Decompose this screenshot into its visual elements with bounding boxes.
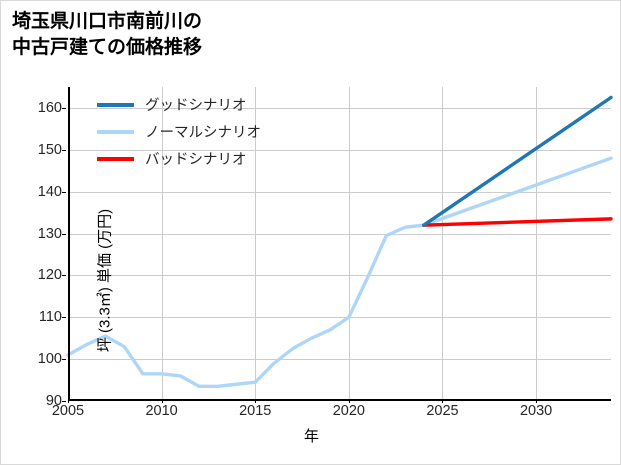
series-line-normal bbox=[66, 156, 613, 389]
gridline-vertical bbox=[255, 87, 257, 401]
chart-legend: グッドシナリオ ノーマルシナリオ バッドシナリオ bbox=[97, 91, 297, 172]
gridline-horizontal bbox=[68, 359, 611, 361]
x-tick-label: 2030 bbox=[519, 403, 553, 419]
y-tick-mark bbox=[62, 317, 66, 319]
legend-label: バッドシナリオ bbox=[145, 152, 247, 168]
series-lines bbox=[66, 95, 613, 389]
x-tick-label: 2005 bbox=[51, 403, 85, 419]
x-tick-mark bbox=[68, 399, 69, 403]
y-tick-label: 110 bbox=[38, 309, 62, 326]
plot-area: 坪 (3.3㎡) 単価 (万円) bbox=[66, 87, 613, 401]
y-axis-label: 坪 (3.3㎡) 単価 (万円) bbox=[96, 208, 114, 353]
y-tick-mark bbox=[62, 275, 66, 277]
y-tick-label: 160 bbox=[37, 99, 62, 116]
y-tick-mark bbox=[62, 107, 66, 109]
x-tick-label: 2010 bbox=[145, 403, 178, 419]
x-axis-tick-labels: 2005 2010 2015 2020 2025 2030 bbox=[52, 399, 611, 425]
legend-item[interactable]: グッドシナリオ bbox=[97, 91, 297, 118]
gridline-vertical bbox=[348, 87, 350, 401]
y-tick-label: 150 bbox=[37, 141, 62, 158]
gridline-vertical bbox=[442, 87, 444, 401]
series-line-good bbox=[422, 95, 613, 227]
y-tick-label: 90 bbox=[45, 393, 62, 409]
x-tick-label: 2015 bbox=[239, 403, 272, 419]
gridline-vertical bbox=[536, 87, 538, 401]
y-tick-label: 140 bbox=[37, 183, 62, 200]
legend-color-swatch bbox=[97, 102, 134, 107]
legend-label: ノーマルシナリオ bbox=[145, 125, 261, 141]
x-tick-label: 2020 bbox=[332, 403, 365, 419]
x-tick-mark bbox=[536, 399, 538, 403]
legend-color-swatch bbox=[97, 129, 134, 134]
y-tick-mark bbox=[62, 401, 66, 402]
x-tick-mark bbox=[348, 399, 350, 403]
legend-item[interactable]: バッドシナリオ bbox=[97, 145, 297, 172]
x-tick-mark bbox=[442, 399, 444, 403]
series-line-bad bbox=[422, 217, 613, 227]
y-tick-label: 130 bbox=[37, 225, 62, 242]
gridline-horizontal bbox=[68, 191, 611, 193]
y-tick-mark bbox=[62, 149, 66, 151]
x-tick-label: 2025 bbox=[426, 403, 459, 419]
x-tick-mark bbox=[161, 399, 163, 403]
legend-label: グッドシナリオ bbox=[145, 98, 247, 114]
gridline-horizontal bbox=[68, 149, 611, 151]
x-axis-label: 年 bbox=[303, 428, 319, 445]
y-tick-mark bbox=[62, 191, 66, 193]
y-tick-mark bbox=[62, 359, 66, 361]
y-tick-label: 120 bbox=[37, 267, 62, 284]
y-tick-label: 100 bbox=[37, 351, 62, 368]
gridline-horizontal bbox=[68, 317, 611, 319]
chart-title: 埼玉県川口市南前川の 中古戸建ての価格推移 bbox=[12, 11, 203, 58]
gridline-horizontal bbox=[68, 233, 611, 235]
legend-item[interactable]: ノーマルシナリオ bbox=[97, 118, 297, 145]
y-axis-tick-labels: 90 100 110 120 130 140 150 160 bbox=[1, 87, 66, 409]
legend-color-swatch bbox=[97, 156, 134, 161]
gridline-horizontal bbox=[68, 275, 611, 277]
gridline-vertical bbox=[161, 87, 163, 401]
plot-axes-frame bbox=[68, 87, 611, 401]
x-tick-mark bbox=[255, 399, 257, 403]
y-tick-mark bbox=[62, 233, 66, 235]
gridline-horizontal bbox=[68, 107, 611, 109]
